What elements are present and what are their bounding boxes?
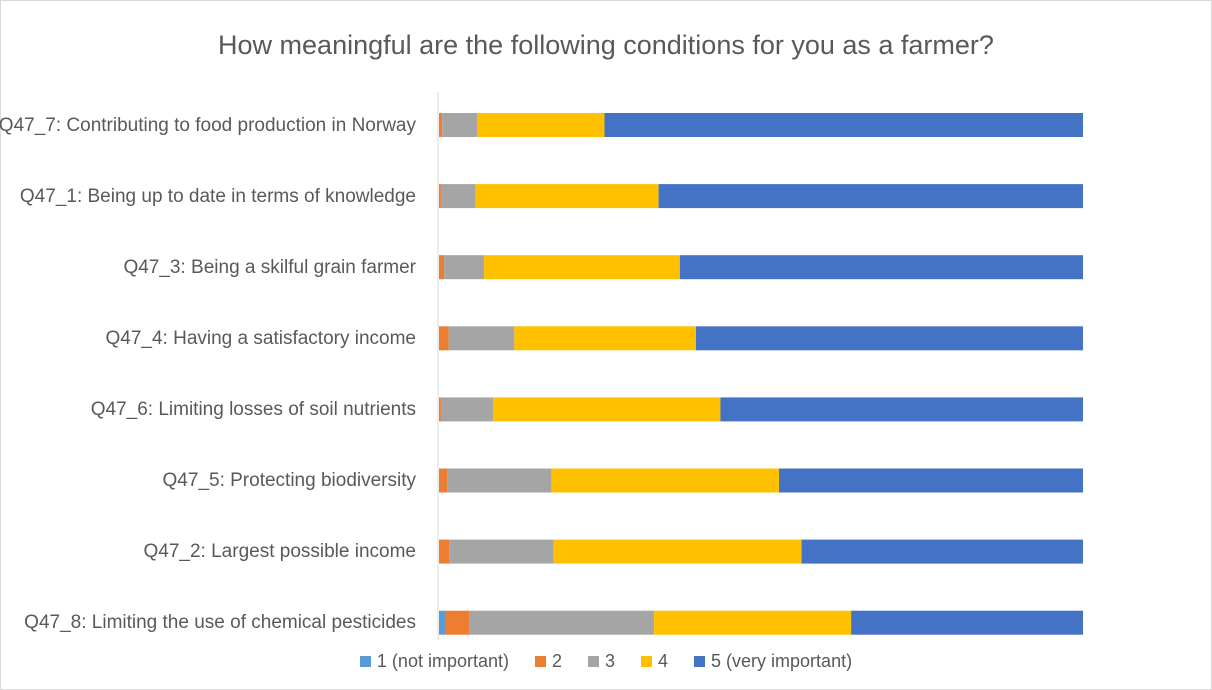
bar-segment-row1-series2 — [439, 113, 443, 137]
bar-segment-row8-series1 — [439, 610, 446, 635]
bar-segment-row8-series3 — [469, 610, 655, 635]
chart-title: How meaningful are the following conditi… — [218, 30, 994, 60]
bar-segment-row4-series4 — [514, 326, 696, 351]
bar-segment-row7-series3 — [449, 539, 554, 564]
bar-segment-row5-series5 — [720, 397, 1083, 422]
bar-segment-row1-series3 — [442, 113, 477, 137]
bar-segment-row2-series5 — [658, 184, 1083, 209]
legend-label: 3 — [605, 651, 616, 671]
legend-swatch — [534, 656, 546, 667]
legend-swatch — [694, 656, 706, 667]
bar-segment-row6-series2 — [439, 468, 448, 493]
legend-item: 5 (very important) — [694, 651, 852, 672]
category-label: Q47_1: Being up to date in terms of know… — [19, 185, 416, 207]
bar-segment-row3-series3 — [444, 255, 485, 280]
bar-segment-row5-series4 — [493, 397, 721, 422]
bar-segment-row1-series4 — [477, 113, 605, 137]
bar-segment-row8-series2 — [445, 610, 470, 635]
legend-label: 5 (very important) — [711, 651, 853, 671]
bar-segment-row6-series3 — [447, 468, 552, 493]
legend-item: 4 — [641, 651, 668, 672]
legend-item: 1 (not important) — [359, 651, 509, 672]
legend-swatch — [588, 656, 599, 667]
bar-segment-row4-series5 — [695, 326, 1083, 351]
legend-swatch — [359, 656, 371, 667]
bar-segment-row7-series5 — [801, 539, 1083, 564]
chart-legend: 1 (not important) 2 3 4 5 (very important) — [0, 651, 1212, 672]
category-label: Q47_2: Largest possible income — [143, 541, 417, 563]
bar-segment-row7-series2 — [439, 539, 450, 564]
bar-segment-row4-series2 — [439, 326, 449, 351]
bar-segment-row3-series5 — [679, 255, 1083, 280]
bar-segment-row6-series4 — [551, 468, 780, 493]
bar-segment-row3-series4 — [484, 255, 680, 280]
category-label: Q47_8: Limiting the use of chemical pest… — [24, 612, 416, 634]
bar-segment-row2-series4 — [475, 184, 659, 209]
category-label: Q47_4: Having a satisfactory income — [105, 327, 417, 349]
legend-swatch — [641, 656, 653, 667]
bar-segment-row6-series5 — [779, 468, 1083, 493]
legend-label: 2 — [551, 651, 562, 671]
bar-segment-row2-series2 — [439, 184, 441, 209]
category-label: Q47_7: Contributing to food production i… — [0, 114, 416, 136]
legend-item: 2 — [534, 651, 562, 672]
bar-segment-row5-series3 — [440, 397, 494, 422]
bar-segment-row1-series5 — [604, 113, 1083, 137]
bar-segment-row2-series3 — [440, 184, 476, 209]
category-label: Q47_6: Limiting losses of soil nutrients — [90, 398, 416, 420]
legend-label: 4 — [658, 651, 669, 671]
bar-segment-row8-series4 — [654, 610, 852, 635]
bar-segment-row3-series2 — [439, 255, 445, 280]
bar-segment-row7-series4 — [553, 539, 802, 564]
legend-label: 1 (not important) — [376, 651, 509, 671]
bar-segment-row8-series5 — [851, 610, 1083, 635]
bar-segment-row4-series3 — [448, 326, 515, 351]
legend-item: 3 — [588, 651, 615, 672]
category-label: Q47_3: Being a skilful grain farmer — [123, 256, 416, 278]
bar-segment-row5-series2 — [439, 397, 441, 422]
category-label: Q47_5: Protecting biodiversity — [162, 470, 416, 491]
